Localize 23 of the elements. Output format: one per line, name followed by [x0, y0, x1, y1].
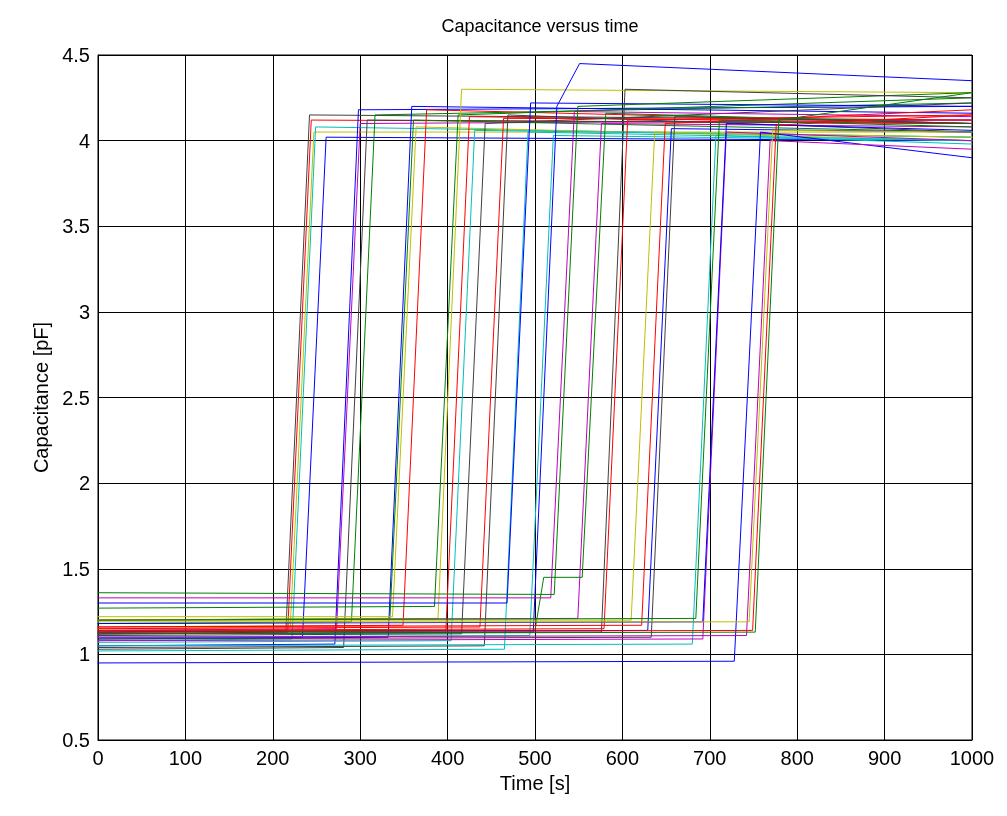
x-tick-label: 800 [780, 747, 814, 769]
x-tick-label: 0 [92, 747, 104, 769]
x-tick-label: 600 [605, 747, 640, 769]
x-tick-label: 500 [518, 747, 552, 769]
x-tick-label: 700 [693, 747, 727, 769]
y-tick-label: 4.5 [62, 44, 90, 66]
y-tick-label: 0.5 [62, 729, 90, 751]
y-tick-label: 4 [78, 129, 90, 152]
x-tick-label: 900 [867, 747, 902, 769]
x-tick-label: 1000 [949, 747, 995, 769]
y-tick-label: 2 [78, 472, 90, 495]
x-tick-label: 300 [343, 747, 377, 769]
y-axis-title: Capacitance [pF] [30, 321, 53, 474]
x-tick-label: 200 [256, 747, 290, 769]
chart-title: Capacitance versus time [441, 16, 639, 36]
y-tick-label: 1.5 [62, 557, 90, 580]
x-axis-title: Time [s] [499, 771, 571, 794]
x-tick-label: 100 [168, 747, 203, 769]
y-tick-label: 3 [78, 300, 90, 323]
y-tick-label: 1 [78, 643, 90, 666]
x-tick-label: 400 [430, 747, 465, 769]
y-tick-label: 3.5 [62, 215, 90, 238]
y-tick-label: 2.5 [62, 386, 90, 409]
